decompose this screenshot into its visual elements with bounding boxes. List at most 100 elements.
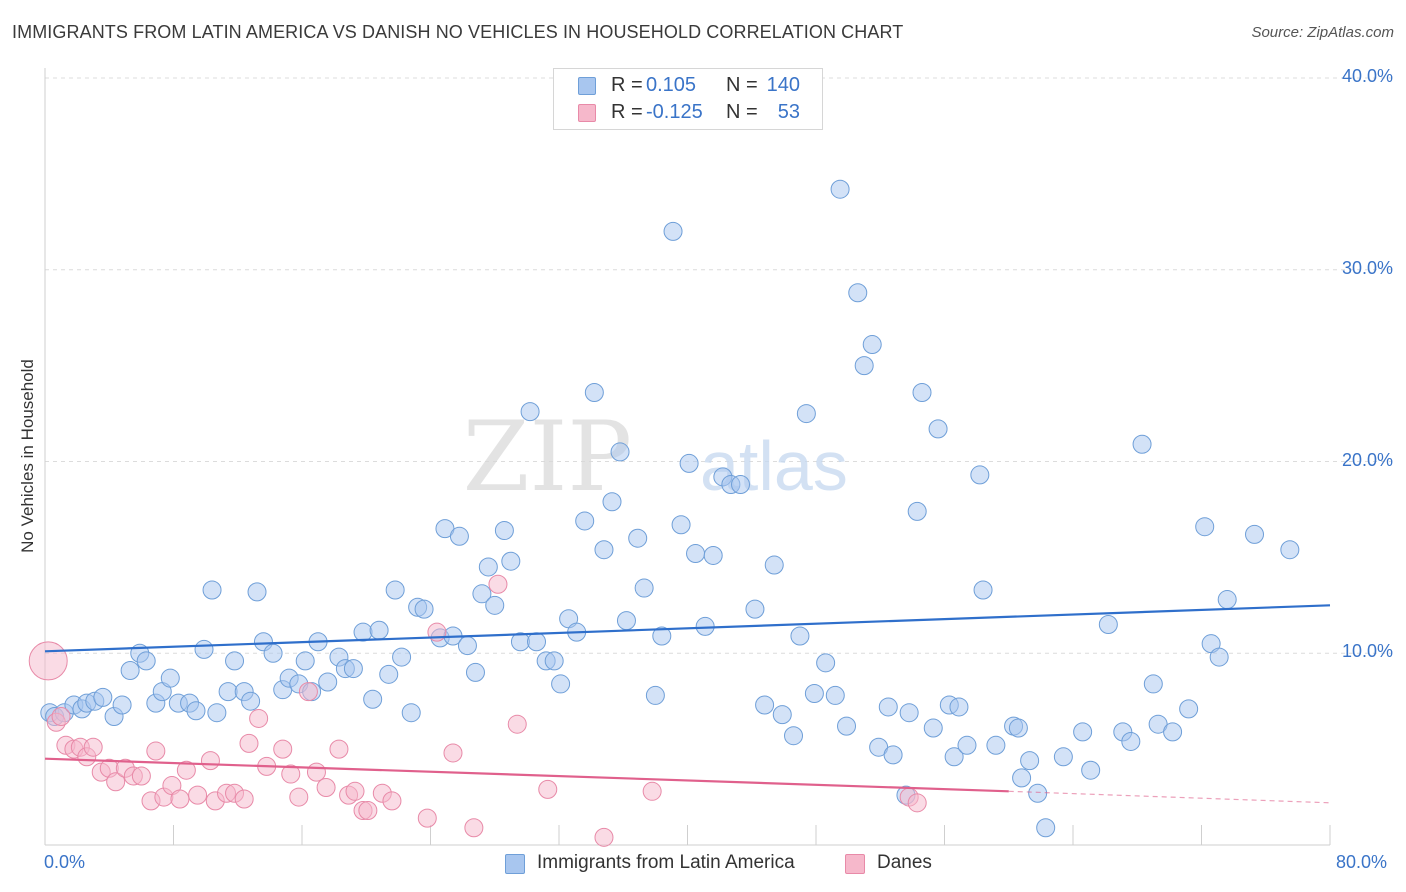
point-latin-america — [1280, 540, 1300, 560]
point-latin-america — [671, 515, 691, 535]
point-latin-america — [1098, 614, 1118, 634]
point-danes — [83, 737, 103, 757]
point-danes — [239, 733, 259, 753]
point-latin-america — [160, 668, 180, 688]
point-latin-america — [663, 221, 683, 241]
point-latin-america — [207, 703, 227, 723]
stats-row-blue: R = 0.105 N = 140 — [554, 73, 822, 99]
point-latin-america — [527, 632, 547, 652]
point-latin-america — [652, 626, 672, 646]
trend-line — [44, 757, 1009, 793]
point-latin-america — [194, 639, 214, 659]
trend-line-extension — [1008, 790, 1331, 804]
point-danes — [345, 781, 365, 801]
point-latin-america — [602, 492, 622, 512]
point-latin-america — [584, 382, 604, 402]
point-latin-america — [731, 475, 751, 495]
n-value: 53 — [777, 101, 800, 123]
point-latin-america — [136, 651, 156, 671]
legend-label: Immigrants from Latin America — [537, 852, 795, 873]
watermark-atlas: atlas — [700, 427, 848, 505]
point-latin-america — [1012, 768, 1032, 788]
watermark-zip: ZIP — [463, 401, 632, 513]
trend-line — [44, 604, 1331, 653]
point-latin-america — [401, 703, 421, 723]
point-latin-america — [457, 636, 477, 656]
point-latin-america — [295, 651, 315, 671]
point-latin-america — [755, 695, 775, 715]
n-label: N = — [726, 74, 758, 96]
point-danes — [281, 764, 301, 784]
n-value: 140 — [766, 74, 800, 96]
n-label: N = — [726, 101, 758, 123]
point-latin-america — [1179, 699, 1199, 719]
y-tick-label: 10.0% — [1341, 641, 1393, 662]
watermark: ZIP atlas — [463, 401, 848, 513]
point-latin-america — [520, 402, 540, 422]
point-latin-america — [218, 682, 238, 702]
point-latin-america — [594, 540, 614, 560]
point-latin-america — [628, 528, 648, 548]
point-latin-america — [679, 453, 699, 473]
pink-swatch — [578, 104, 596, 122]
point-danes — [417, 808, 437, 828]
point-latin-america — [784, 726, 804, 746]
point-latin-america — [703, 545, 723, 565]
point-latin-america — [369, 620, 389, 640]
point-latin-america — [575, 511, 595, 531]
point-latin-america — [883, 745, 903, 765]
point-danes — [507, 714, 527, 734]
point-latin-america — [465, 662, 485, 682]
point-latin-america — [1143, 674, 1163, 694]
point-latin-america — [830, 179, 850, 199]
point-latin-america — [1028, 783, 1048, 803]
point-latin-america — [544, 651, 564, 671]
point-latin-america — [1036, 818, 1056, 838]
point-danes — [273, 739, 293, 759]
point-latin-america — [944, 747, 964, 767]
point-latin-america — [837, 716, 857, 736]
point-danes — [51, 707, 71, 727]
point-latin-america — [907, 501, 927, 521]
point-danes — [106, 772, 126, 792]
point-danes — [298, 682, 318, 702]
point-latin-america — [485, 595, 505, 615]
point-latin-america — [343, 659, 363, 679]
point-latin-america — [899, 703, 919, 723]
point-latin-america — [478, 557, 498, 577]
point-danes — [488, 574, 508, 594]
point-latin-america — [790, 626, 810, 646]
point-latin-america — [764, 555, 784, 575]
stats-legend: R = 0.105 N = 140 R = -0.125 N = 53 — [553, 68, 823, 130]
point-latin-america — [392, 647, 412, 667]
point-latin-america — [225, 651, 245, 671]
x-tick-label-min: 0.0% — [44, 852, 86, 872]
grid-layer — [45, 77, 1392, 654]
r-label: R = — [611, 74, 643, 96]
point-latin-america — [494, 521, 514, 541]
point-latin-america — [634, 578, 654, 598]
point-latin-america — [1195, 517, 1215, 537]
point-latin-america — [848, 283, 868, 303]
point-latin-america — [112, 695, 132, 715]
chart-title: IMMIGRANTS FROM LATIN AMERICA VS DANISH … — [12, 22, 904, 42]
point-latin-america — [986, 735, 1006, 755]
point-latin-america — [949, 697, 969, 717]
point-latin-america — [610, 442, 630, 462]
point-danes — [131, 766, 151, 786]
point-danes — [907, 793, 927, 813]
point-latin-america — [645, 685, 665, 705]
point-latin-america — [616, 611, 636, 631]
r-value: -0.125 — [646, 101, 703, 123]
point-latin-america — [970, 465, 990, 485]
point-latin-america — [263, 643, 283, 663]
point-danes — [382, 791, 402, 811]
point-latin-america — [772, 705, 792, 725]
point-latin-america — [686, 544, 706, 564]
r-label: R = — [611, 101, 643, 123]
point-latin-america — [501, 551, 521, 571]
legend-swatch-pink — [845, 854, 865, 874]
point-danes — [358, 800, 378, 820]
point-latin-america — [1073, 722, 1093, 742]
point-latin-america — [745, 599, 765, 619]
